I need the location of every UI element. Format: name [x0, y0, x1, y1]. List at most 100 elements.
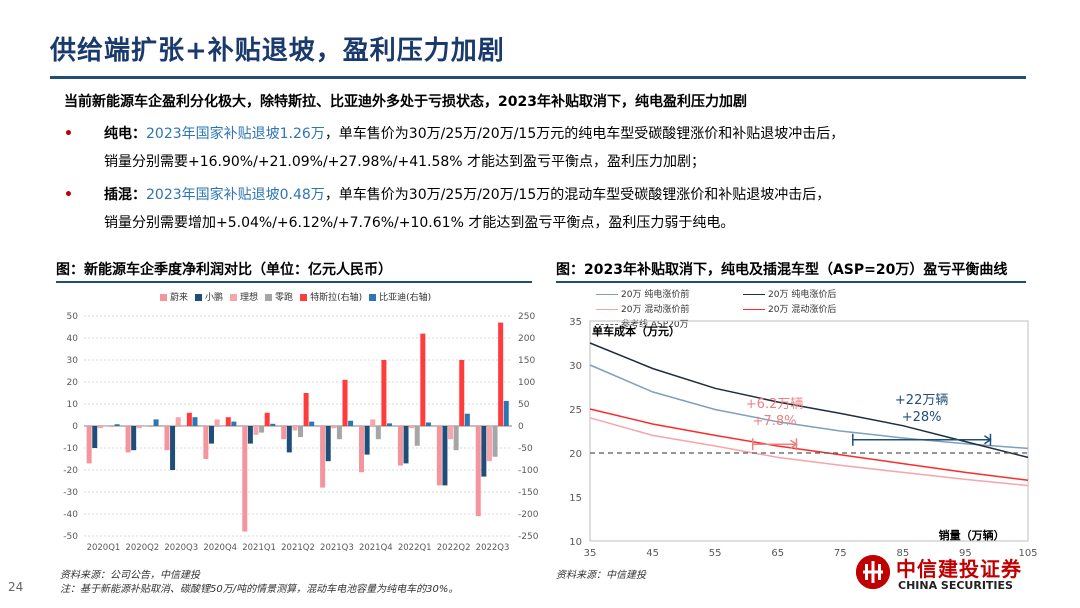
page-number: 24	[8, 580, 24, 594]
legend-swatch	[743, 309, 765, 310]
bar	[281, 426, 287, 440]
y-tick-label: -50	[63, 532, 78, 542]
annotation-arrowhead	[984, 435, 992, 445]
bar	[320, 426, 326, 488]
y2-tick-label: 200	[518, 334, 535, 344]
legend-item: 小鹏	[195, 293, 223, 303]
bar	[214, 419, 220, 426]
y2-tick-label: -50	[518, 444, 533, 454]
lead-text: 当前新能源车企盈利分化极大，除特斯拉、比亚迪外多处于亏损状态，2023年补贴取消…	[64, 94, 747, 110]
legend-item: 理想	[230, 293, 258, 303]
bar	[492, 426, 498, 457]
x-tick-label: 2021Q1	[242, 543, 276, 553]
legend-swatch	[160, 294, 167, 301]
page-title: 供给端扩张+补贴退坡，盈利压力加剧	[50, 36, 505, 66]
legend-swatch	[300, 294, 308, 301]
legend-swatch	[230, 294, 238, 301]
title-divider	[50, 76, 1026, 79]
y2-tick-label: 150	[518, 356, 535, 366]
logo-cn-text: 中信建投证券	[896, 557, 1022, 581]
x-tick-label: 85	[896, 548, 909, 559]
y-tick-label: 30	[569, 361, 582, 372]
bar	[286, 426, 292, 453]
bar	[459, 360, 465, 426]
annotation-label: +28%	[902, 410, 942, 425]
series-line	[589, 408, 1029, 482]
bar	[208, 426, 214, 444]
bar	[364, 426, 370, 455]
bar	[86, 426, 92, 464]
bar	[220, 426, 226, 427]
x-tick-label: 2022Q2	[437, 543, 471, 553]
bullet-label: 纯电：	[104, 126, 146, 142]
legend-item: 20万 混动涨价后	[743, 303, 883, 318]
right-source: 资料来源：中信建投	[556, 570, 646, 581]
y-tick-label: 50	[67, 312, 79, 322]
series-line	[589, 342, 1029, 459]
legend-item: 20万 纯电涨价前	[596, 288, 736, 303]
legend-item: 特斯拉(右轴)	[300, 293, 362, 303]
bullet-line2: 销量分别需要+16.90%/+21.09%/+27.98%/+41.58% 才能…	[104, 154, 706, 170]
y-tick-label: 35	[569, 317, 582, 328]
series-line	[589, 417, 1029, 487]
bar	[136, 426, 142, 429]
bar	[186, 412, 192, 426]
bar	[270, 423, 276, 426]
y2-tick-label: -150	[518, 488, 539, 498]
bar	[164, 426, 170, 451]
x-tick-label: 2020Q1	[87, 543, 121, 553]
net-profit-bar-chart: -50-40-30-20-1001020304050-250-200-150-1…	[63, 312, 539, 553]
bar	[247, 426, 253, 444]
bar	[192, 417, 198, 426]
y-tick-label: 0	[72, 422, 78, 432]
bar	[92, 426, 98, 448]
bar	[97, 426, 103, 429]
bar	[403, 426, 409, 464]
bar	[147, 426, 153, 427]
bullet-line1: ，单车售价为30万/25万/20万/15万的混动车型受碳酸锂涨价和补贴退坡冲击后…	[324, 187, 831, 203]
bar	[303, 393, 309, 426]
x-tick-label: 35	[584, 548, 597, 559]
y-tick-label: 30	[67, 356, 79, 366]
bar	[203, 426, 209, 459]
legend-swatch	[596, 309, 618, 310]
bar	[475, 426, 481, 517]
y-tick-label: 20	[67, 378, 79, 388]
right-chart-title: 图：2023年补贴取消下，纯电及插混车型（ASP=20万）盈亏平衡曲线	[556, 262, 1008, 278]
legend-label: 零跑	[275, 293, 294, 303]
bullet-line1: ，单车售价为30万/25万/20万/15万元的纯电车型受碳酸锂涨价和补贴退坡冲击…	[324, 126, 845, 142]
annotation-label: +6.2万辆	[746, 397, 804, 412]
bar	[242, 426, 248, 532]
legend-label: 小鹏	[205, 293, 224, 303]
legend-swatch	[265, 294, 273, 301]
bar	[103, 426, 109, 427]
x-tick-label: 75	[834, 548, 847, 559]
x-tick-label: 2021Q4	[359, 543, 393, 553]
legend-label: 特斯拉(右轴)	[310, 293, 363, 303]
bar	[381, 360, 387, 426]
breakeven-line-chart: 10 15 20 25 30 35 35 45 55 65 75 85 95 105 单车成本（万元） 销量（…	[569, 317, 1037, 559]
left-note: 注：基于新能源补贴取消、碳酸锂50万/吨的情景测算，混动车电池容量为纯电车的30…	[60, 584, 459, 595]
y2-tick-label: -250	[518, 532, 539, 542]
bar	[420, 333, 426, 426]
y-tick-label: -20	[63, 466, 78, 476]
bar	[503, 400, 509, 426]
y-tick-label: 25	[569, 405, 582, 416]
x-tick-label: 45	[646, 548, 659, 559]
bar	[348, 420, 354, 426]
bar	[298, 426, 303, 437]
bar	[481, 426, 487, 477]
legend-swatch	[195, 294, 203, 301]
legend-label: 比亚迪(右轴)	[379, 293, 432, 303]
x-tick-label: 2022Q1	[398, 543, 432, 553]
legend-item: 20万 纯电涨价后	[743, 288, 883, 303]
bullet-highlight: 2023年国家补贴退坡0.48万	[146, 187, 325, 203]
x-axis-label: 销量（万辆）	[939, 528, 1005, 542]
legend-label: 理想	[240, 293, 259, 303]
y-tick-label: 20	[569, 449, 582, 460]
bullet-highlight: 2023年国家补贴退坡1.26万	[146, 126, 325, 142]
x-tick-label: 2020Q2	[125, 543, 159, 553]
bar	[375, 426, 381, 440]
bar	[425, 422, 431, 426]
company-logo: 中信建投证券 CHINA SECURITIES	[856, 553, 1036, 595]
